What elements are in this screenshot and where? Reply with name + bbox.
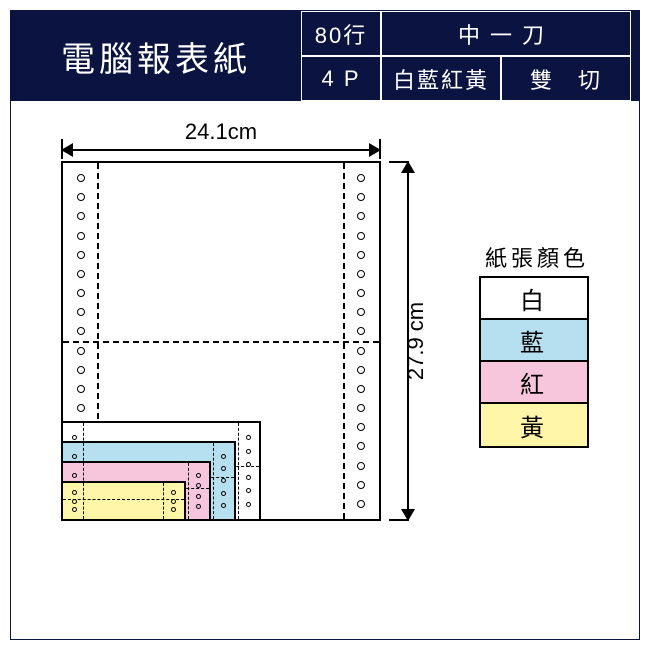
tractor-hole: [357, 366, 365, 374]
spec-grid: 80行 中一刀 4 P 白藍紅黃 雙 切: [301, 11, 639, 101]
spec-lines: 80行: [301, 11, 381, 56]
header: 電腦報表紙 80行 中一刀 4 P 白藍紅黃 雙 切: [11, 11, 639, 101]
tractor-hole: [77, 232, 85, 240]
width-dimension-label: 24.1cm: [185, 119, 257, 145]
perforation-horizontal-middle: [63, 341, 379, 343]
tractor-hole: [77, 270, 85, 278]
mini-holes-right: [189, 467, 207, 515]
width-arrow: [61, 149, 381, 151]
tractor-hole: [357, 423, 365, 431]
legend-row-2: 紅: [481, 362, 587, 404]
product-spec-card: 電腦報表紙 80行 中一刀 4 P 白藍紅黃 雙 切 24.1cm: [10, 10, 640, 640]
tractor-hole: [77, 174, 85, 182]
tractor-hole: [357, 193, 365, 201]
product-title: 電腦報表紙: [11, 11, 301, 101]
legend-row-0: 白: [481, 278, 587, 320]
spec-cut-top: 中一刀: [381, 11, 631, 56]
tractor-hole: [357, 385, 365, 393]
tractor-hole: [77, 193, 85, 201]
color-legend: 白藍紅黃: [479, 276, 589, 448]
spec-ply: 4 P: [301, 56, 381, 101]
ply-sheet-4: [61, 481, 186, 521]
legend-row-3: 黃: [481, 404, 587, 446]
tractor-hole: [357, 481, 365, 489]
spec-cut-bottom: 雙 切: [501, 56, 631, 101]
mini-holes-right: [164, 487, 182, 515]
tractor-hole: [357, 174, 365, 182]
tractor-hole: [77, 251, 85, 259]
tractor-hole: [357, 462, 365, 470]
height-dimension-label: 27.9 cm: [403, 302, 429, 380]
tractor-hole: [77, 366, 85, 374]
tractor-hole: [77, 308, 85, 316]
tractor-hole: [357, 212, 365, 220]
mini-holes-right: [214, 447, 232, 515]
tractor-hole: [357, 251, 365, 259]
tractor-hole: [77, 347, 85, 355]
paper-diagram: 24.1cm 27.9 cm: [61, 161, 381, 521]
tractor-hole: [357, 289, 365, 297]
tractor-hole: [357, 308, 365, 316]
main-sheet: [61, 161, 381, 521]
ply-stack: [61, 401, 271, 521]
mini-holes-right: [239, 427, 257, 515]
legend-title: 紙張顏色: [485, 241, 589, 273]
tractor-hole: [77, 385, 85, 393]
tractor-hole: [357, 442, 365, 450]
tractor-hole: [77, 212, 85, 220]
spec-colors-short: 白藍紅黃: [381, 56, 501, 101]
tractor-hole: [357, 327, 365, 335]
legend-row-1: 藍: [481, 320, 587, 362]
tractor-hole: [357, 500, 365, 508]
tractor-hole: [357, 232, 365, 240]
tractor-hole: [77, 327, 85, 335]
tractor-hole: [357, 270, 365, 278]
tractor-hole: [77, 289, 85, 297]
mini-holes-left: [65, 487, 83, 515]
tractor-hole: [357, 347, 365, 355]
tractor-hole: [357, 404, 365, 412]
diagram-area: 24.1cm 27.9 cm 紙張顏色 白藍紅黃: [11, 101, 639, 639]
